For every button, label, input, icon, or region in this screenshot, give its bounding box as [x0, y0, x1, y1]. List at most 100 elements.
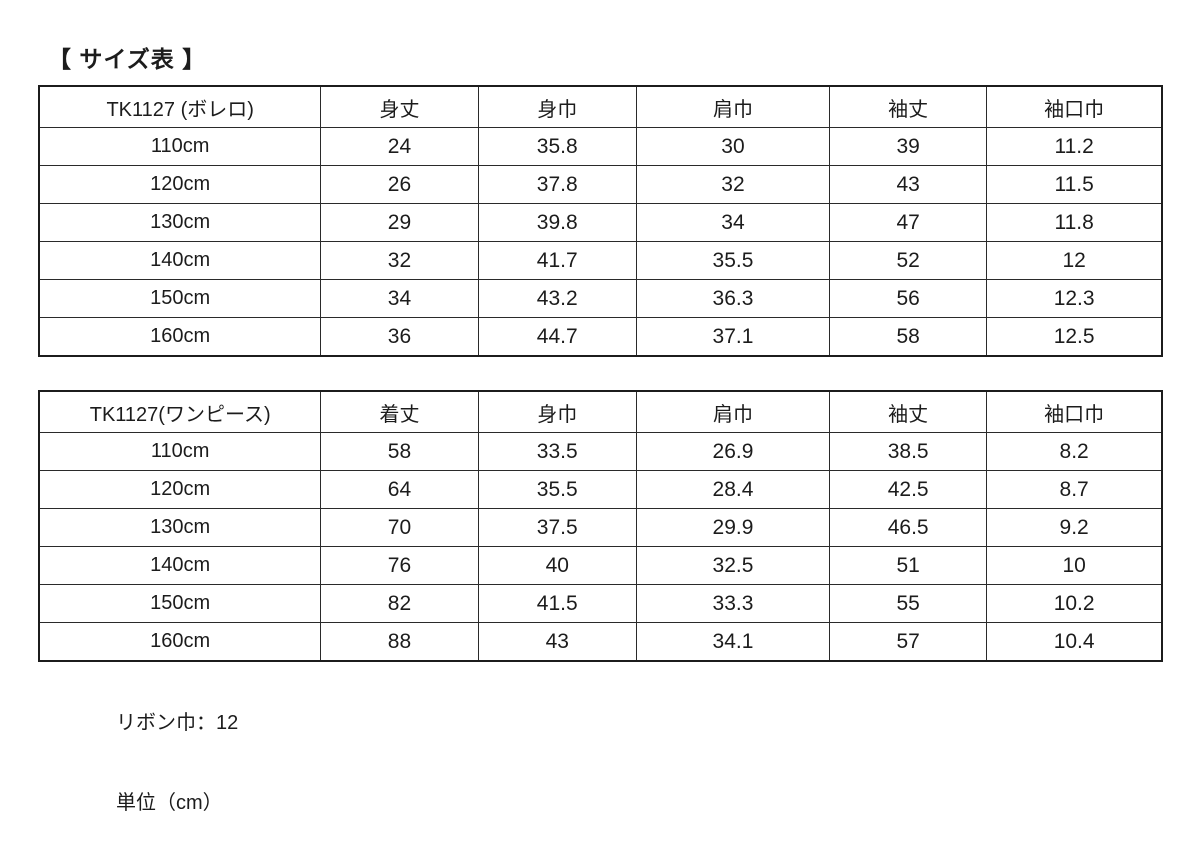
measurement-cell: 26 [320, 165, 479, 204]
measurement-cell: 46.5 [829, 508, 988, 547]
measurement-cell: 10 [986, 546, 1163, 585]
measurement-cell: 43 [829, 165, 988, 204]
column-header: 袖口巾 [986, 85, 1163, 128]
size-cell: 140cm [38, 241, 322, 280]
measurement-cell: 34 [635, 203, 831, 242]
measurement-cell: 32 [635, 165, 831, 204]
measurement-cell: 42.5 [829, 470, 988, 509]
column-header: 着丈 [320, 390, 479, 433]
measurement-cell: 12.3 [986, 279, 1163, 318]
measurement-cell: 39 [829, 127, 988, 166]
measurement-cell: 30 [635, 127, 831, 166]
measurement-cell: 11.5 [986, 165, 1163, 204]
table-row: 150cm 34 43.2 36.3 56 12.3 [38, 279, 1163, 318]
measurement-cell: 38.5 [829, 432, 988, 471]
table-row: 160cm 88 43 34.1 57 10.4 [38, 622, 1163, 662]
table-header-row: TK1127(ワンピース) 着丈 身巾 肩巾 袖丈 袖口巾 [38, 390, 1163, 433]
measurement-cell: 82 [320, 584, 479, 623]
measurement-cell: 34 [320, 279, 479, 318]
measurement-cell: 64 [320, 470, 479, 509]
measurement-cell: 57 [829, 622, 988, 662]
table-row: 110cm 24 35.8 30 39 11.2 [38, 127, 1163, 166]
measurement-cell: 52 [829, 241, 988, 280]
table-row: 130cm 70 37.5 29.9 46.5 9.2 [38, 508, 1163, 547]
measurement-cell: 33.5 [477, 432, 637, 471]
column-header: 袖丈 [829, 390, 988, 433]
size-cell: 120cm [38, 470, 322, 509]
measurement-cell: 44.7 [477, 317, 637, 357]
measurement-cell: 29 [320, 203, 479, 242]
table-row: 140cm 32 41.7 35.5 52 12 [38, 241, 1163, 280]
measurement-cell: 36.3 [635, 279, 831, 318]
size-cell: 120cm [38, 165, 322, 204]
table-row: 140cm 76 40 32.5 51 10 [38, 546, 1163, 585]
table-row: 130cm 29 39.8 34 47 11.8 [38, 203, 1163, 242]
measurement-cell: 55 [829, 584, 988, 623]
column-header: 肩巾 [635, 390, 831, 433]
table-header-row: TK1127 (ボレロ) 身丈 身巾 肩巾 袖丈 袖口巾 [38, 85, 1163, 128]
measurement-cell: 10.2 [986, 584, 1163, 623]
measurement-cell: 12 [986, 241, 1163, 280]
note-unit: 単位（cm） [116, 792, 223, 814]
page-title: 【 サイズ表 】 [48, 46, 207, 72]
measurement-cell: 24 [320, 127, 479, 166]
measurement-cell: 70 [320, 508, 479, 547]
measurement-cell: 76 [320, 546, 479, 585]
column-header: 袖口巾 [986, 390, 1163, 433]
size-cell: 110cm [38, 127, 322, 166]
measurement-cell: 8.7 [986, 470, 1163, 509]
column-header: 身巾 [477, 85, 637, 128]
measurement-cell: 56 [829, 279, 988, 318]
column-header: 身巾 [477, 390, 637, 433]
column-header: 袖丈 [829, 85, 988, 128]
measurement-cell: 37.8 [477, 165, 637, 204]
measurement-cell: 51 [829, 546, 988, 585]
size-table-onepiece: TK1127(ワンピース) 着丈 身巾 肩巾 袖丈 袖口巾 110cm 58 33.5 26.9 3… [38, 390, 1163, 662]
measurement-cell: 9.2 [986, 508, 1163, 547]
size-cell: 150cm [38, 279, 322, 318]
size-cell: 160cm [38, 317, 322, 357]
measurement-cell: 35.5 [477, 470, 637, 509]
measurement-cell: 10.4 [986, 622, 1163, 662]
measurement-cell: 11.2 [986, 127, 1163, 166]
table-row: 160cm 36 44.7 37.1 58 12.5 [38, 317, 1163, 357]
measurement-cell: 34.1 [635, 622, 831, 662]
measurement-cell: 40 [477, 546, 637, 585]
measurement-cell: 41.5 [477, 584, 637, 623]
measurement-cell: 28.4 [635, 470, 831, 509]
size-table-bolero: TK1127 (ボレロ) 身丈 身巾 肩巾 袖丈 袖口巾 110cm 24 35.8 30 39 11… [38, 85, 1163, 357]
note-ribbon-width: リボン巾：12 [116, 712, 239, 734]
size-cell: 110cm [38, 432, 322, 471]
measurement-cell: 37.5 [477, 508, 637, 547]
measurement-cell: 39.8 [477, 203, 637, 242]
measurement-cell: 37.1 [635, 317, 831, 357]
size-cell: 130cm [38, 203, 322, 242]
measurement-cell: 35.5 [635, 241, 831, 280]
column-header: 肩巾 [635, 85, 831, 128]
size-cell: 130cm [38, 508, 322, 547]
table-row: 120cm 26 37.8 32 43 11.5 [38, 165, 1163, 204]
measurement-cell: 35.8 [477, 127, 637, 166]
table-row: 150cm 82 41.5 33.3 55 10.2 [38, 584, 1163, 623]
table-row: 120cm 64 35.5 28.4 42.5 8.7 [38, 470, 1163, 509]
size-cell: 140cm [38, 546, 322, 585]
measurement-cell: 29.9 [635, 508, 831, 547]
table-row: 110cm 58 33.5 26.9 38.5 8.2 [38, 432, 1163, 471]
measurement-cell: 41.7 [477, 241, 637, 280]
measurement-cell: 8.2 [986, 432, 1163, 471]
measurement-cell: 43 [477, 622, 637, 662]
measurement-cell: 32.5 [635, 546, 831, 585]
measurement-cell: 11.8 [986, 203, 1163, 242]
table-title-cell: TK1127(ワンピース) [38, 390, 322, 433]
measurement-cell: 43.2 [477, 279, 637, 318]
measurement-cell: 12.5 [986, 317, 1163, 357]
measurement-cell: 58 [829, 317, 988, 357]
measurement-cell: 58 [320, 432, 479, 471]
measurement-cell: 33.3 [635, 584, 831, 623]
measurement-cell: 26.9 [635, 432, 831, 471]
measurement-cell: 88 [320, 622, 479, 662]
column-header: 身丈 [320, 85, 479, 128]
table-title-cell: TK1127 (ボレロ) [38, 85, 322, 128]
size-cell: 150cm [38, 584, 322, 623]
